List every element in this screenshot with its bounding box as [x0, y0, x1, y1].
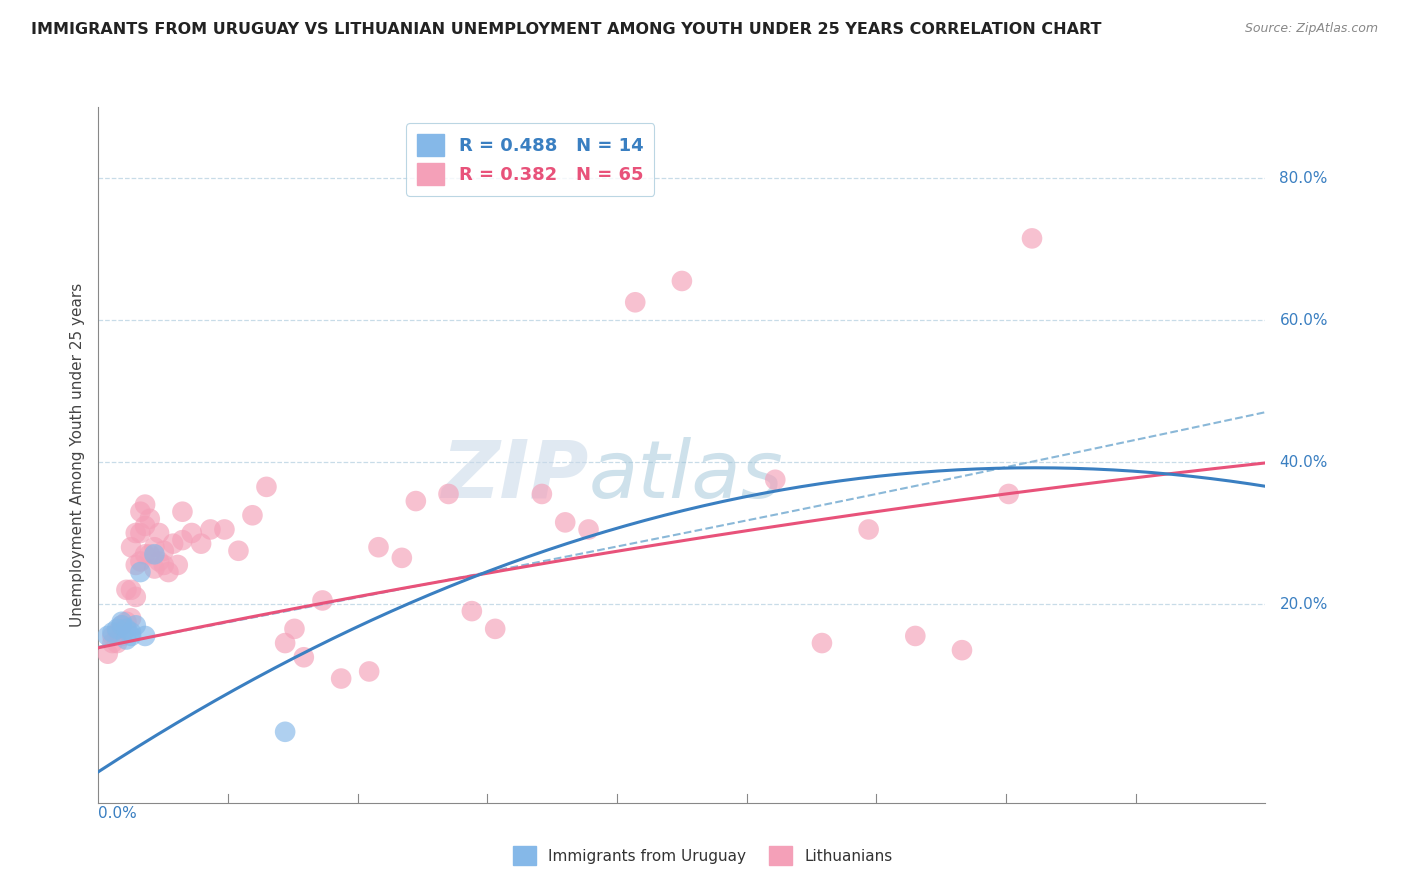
Point — [1021, 231, 1043, 245]
Point — [157, 565, 180, 579]
Point — [671, 274, 693, 288]
Point — [437, 487, 460, 501]
Point — [115, 632, 138, 647]
Point — [228, 543, 250, 558]
Text: atlas: atlas — [589, 437, 783, 515]
Point — [484, 622, 506, 636]
Text: 80.0%: 80.0% — [1279, 170, 1327, 186]
Text: IMMIGRANTS FROM URUGUAY VS LITHUANIAN UNEMPLOYMENT AMONG YOUTH UNDER 25 YEARS CO: IMMIGRANTS FROM URUGUAY VS LITHUANIAN UN… — [31, 22, 1101, 37]
Point — [330, 672, 353, 686]
Point — [152, 558, 174, 572]
Point — [120, 611, 142, 625]
Point — [359, 665, 381, 679]
Point — [172, 533, 194, 548]
Point — [950, 643, 973, 657]
Point — [120, 582, 142, 597]
Point — [120, 629, 142, 643]
Text: 40.0%: 40.0% — [1279, 455, 1327, 469]
Point — [125, 590, 148, 604]
Point — [111, 618, 134, 632]
Point — [125, 558, 148, 572]
Point — [111, 618, 134, 632]
Point — [461, 604, 484, 618]
Point — [405, 494, 427, 508]
Point — [162, 536, 184, 550]
Point — [97, 629, 120, 643]
Point — [129, 505, 152, 519]
Point — [292, 650, 315, 665]
Point — [105, 625, 128, 640]
Point — [166, 558, 188, 572]
Point — [97, 647, 120, 661]
Legend: Immigrants from Uruguay, Lithuanians: Immigrants from Uruguay, Lithuanians — [508, 840, 898, 871]
Point — [904, 629, 927, 643]
Point — [115, 582, 138, 597]
Point — [129, 526, 152, 541]
Point — [811, 636, 834, 650]
Point — [105, 636, 128, 650]
Text: ZIP: ZIP — [441, 437, 589, 515]
Point — [214, 523, 236, 537]
Point — [129, 565, 152, 579]
Point — [858, 523, 880, 537]
Point — [139, 512, 162, 526]
Point — [530, 487, 553, 501]
Text: 0.0%: 0.0% — [98, 806, 138, 822]
Point — [139, 547, 162, 561]
Point — [242, 508, 264, 523]
Point — [190, 536, 212, 550]
Point — [111, 629, 134, 643]
Point — [172, 505, 194, 519]
Point — [120, 540, 142, 554]
Point — [256, 480, 278, 494]
Point — [134, 519, 156, 533]
Point — [101, 629, 124, 643]
Point — [274, 636, 297, 650]
Point — [134, 629, 156, 643]
Point — [143, 547, 166, 561]
Point — [125, 526, 148, 541]
Point — [111, 615, 134, 629]
Point — [143, 540, 166, 554]
Point — [180, 526, 202, 541]
Point — [367, 540, 389, 554]
Text: Source: ZipAtlas.com: Source: ZipAtlas.com — [1244, 22, 1378, 36]
Point — [554, 516, 576, 530]
Point — [274, 724, 297, 739]
Point — [997, 487, 1019, 501]
Point — [148, 526, 170, 541]
Point — [125, 618, 148, 632]
Point — [200, 523, 222, 537]
Point — [115, 615, 138, 629]
Point — [152, 543, 174, 558]
Point — [101, 636, 124, 650]
Point — [143, 561, 166, 575]
Text: 20.0%: 20.0% — [1279, 597, 1327, 612]
Point — [134, 498, 156, 512]
Point — [391, 550, 413, 565]
Point — [134, 547, 156, 561]
Point — [101, 625, 124, 640]
Y-axis label: Unemployment Among Youth under 25 years: Unemployment Among Youth under 25 years — [69, 283, 84, 627]
Point — [578, 523, 600, 537]
Point — [283, 622, 305, 636]
Point — [129, 554, 152, 568]
Point — [105, 622, 128, 636]
Point — [120, 625, 142, 640]
Point — [763, 473, 786, 487]
Point — [115, 622, 138, 636]
Point — [311, 593, 333, 607]
Legend: R = 0.488   N = 14, R = 0.382   N = 65: R = 0.488 N = 14, R = 0.382 N = 65 — [406, 123, 654, 196]
Point — [148, 554, 170, 568]
Text: 60.0%: 60.0% — [1279, 312, 1327, 327]
Point — [624, 295, 647, 310]
